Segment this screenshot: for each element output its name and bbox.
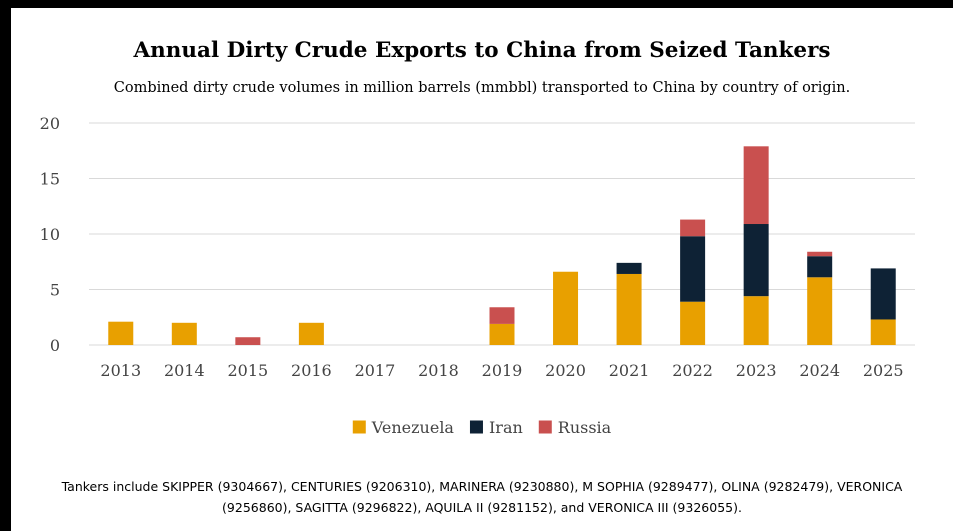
x-tick-label-2020: 2020 — [545, 361, 586, 380]
chart-footnote: Tankers include SKIPPER (9304667), CENTU… — [61, 479, 903, 515]
bar-venezuela-2024 — [807, 277, 833, 345]
x-tick-label-2025: 2025 — [863, 361, 904, 380]
x-tick-label-2014: 2014 — [164, 361, 205, 380]
legend-label-venezuela: Venezuela — [371, 418, 455, 437]
x-tick-label-2023: 2023 — [736, 361, 777, 380]
y-tick-label-20: 20 — [40, 114, 60, 133]
bar-iran-2024 — [807, 256, 833, 278]
y-tick-label-5: 5 — [50, 281, 60, 300]
bar-venezuela-2013 — [108, 321, 134, 345]
bar-russia-2022 — [680, 219, 706, 237]
x-tick-label-2017: 2017 — [355, 361, 396, 380]
bar-iran-2025 — [870, 268, 896, 320]
bar-iran-2022 — [680, 236, 706, 302]
bar-venezuela-2022 — [680, 301, 706, 345]
chart-title: Annual Dirty Crude Exports to China from… — [133, 38, 831, 63]
bar-iran-2023 — [743, 224, 769, 297]
chart-subtitle: Combined dirty crude volumes in million … — [113, 80, 851, 96]
bar-venezuela-2023 — [743, 296, 769, 345]
bar-russia-2019 — [489, 307, 515, 324]
legend-label-iran: Iran — [489, 418, 523, 437]
bar-iran-2021 — [616, 262, 642, 274]
y-tick-label-0: 0 — [50, 336, 60, 355]
x-tick-label-2013: 2013 — [100, 361, 141, 380]
bar-venezuela-2019 — [489, 323, 515, 345]
bar-venezuela-2021 — [616, 273, 642, 345]
legend-swatch-iran — [469, 420, 483, 434]
x-tick-label-2018: 2018 — [418, 361, 459, 380]
x-tick-label-2019: 2019 — [482, 361, 523, 380]
legend-swatch-russia — [538, 420, 552, 434]
bar-venezuela-2020 — [553, 271, 579, 345]
bar-russia-2023 — [743, 146, 769, 225]
x-tick-label-2024: 2024 — [799, 361, 840, 380]
bar-venezuela-2016 — [298, 322, 324, 345]
stacked-bar-chart: 0 5 10 15 20 2013 2014 2015 2016 2017 2018 2019 2020… — [40, 114, 915, 437]
x-tick-label-2015: 2015 — [227, 361, 268, 380]
x-tick-label-2021: 2021 — [609, 361, 650, 380]
x-tick-label-2016: 2016 — [291, 361, 332, 380]
legend-label-russia: Russia — [558, 418, 612, 437]
chart-panel: Annual Dirty Crude Exports to China from… — [11, 8, 953, 531]
bar-russia-2015 — [235, 337, 261, 345]
bar-venezuela-2025 — [870, 319, 896, 345]
y-tick-label-15: 15 — [40, 170, 60, 189]
y-tick-label-10: 10 — [40, 225, 60, 244]
bar-venezuela-2014 — [171, 322, 197, 345]
legend-swatch-venezuela — [352, 420, 366, 434]
bar-russia-2024 — [807, 251, 833, 257]
x-tick-label-2022: 2022 — [672, 361, 713, 380]
